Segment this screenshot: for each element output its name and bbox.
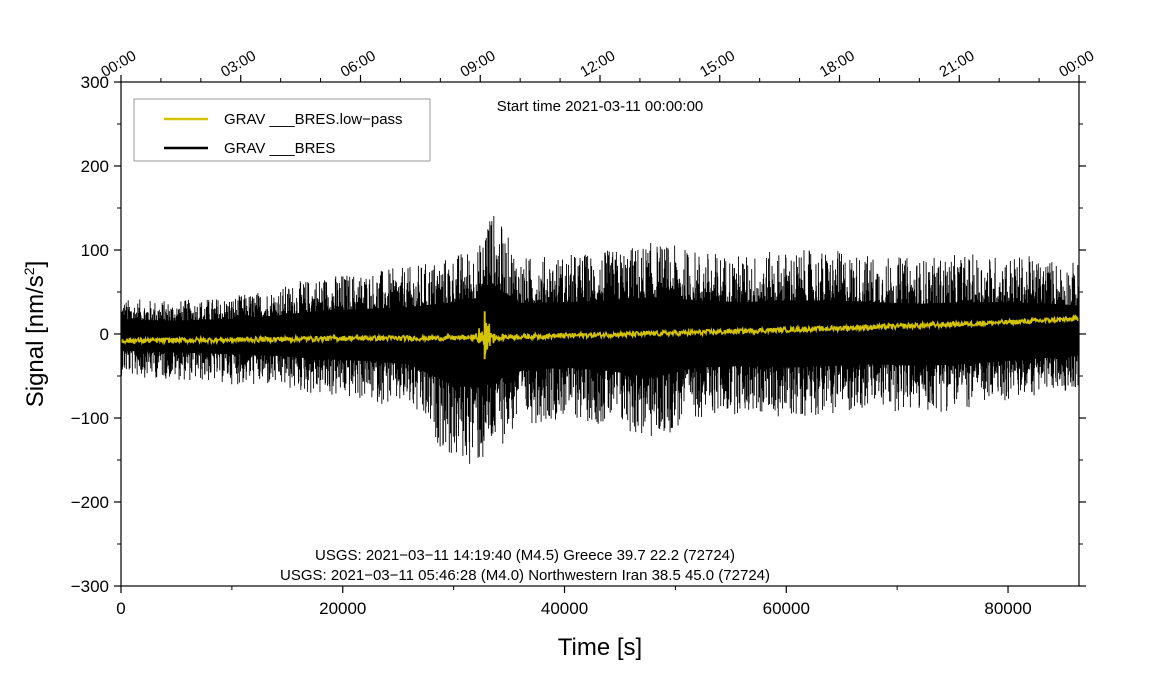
y-tick-label: 0 (100, 325, 109, 344)
y-tick-label: 300 (81, 73, 109, 92)
top-tick-label: 18:00 (817, 47, 858, 80)
y-axis: 300 200 100 0 −100 −200 −300 (71, 73, 1086, 596)
y-axis-title-sup: 2 (21, 267, 37, 275)
legend-label-raw: GRAV ___BRES (224, 140, 335, 157)
top-tick-label: 21:00 (936, 47, 977, 80)
legend: GRAV ___BRES.low−pass GRAV ___BRES (133, 98, 431, 162)
annotation-event-2: USGS: 2021−03−11 05:46:28 (M4.0) Northwe… (280, 567, 770, 584)
top-tick-label: 15:00 (697, 47, 738, 80)
annotation-event-1: USGS: 2021−03−11 14:19:40 (M4.5) Greece … (315, 547, 735, 564)
x-tick-label: 40000 (541, 599, 588, 618)
top-tick-label: 09:00 (457, 47, 498, 80)
x-tick-label: 60000 (763, 599, 810, 618)
signal-series-lowpass (121, 311, 1079, 360)
x-axis: 0 20000 40000 60000 80000 (116, 586, 1032, 618)
x-tick-label: 0 (116, 599, 125, 618)
y-tick-label: −300 (71, 577, 109, 596)
top-time-axis: 00:00 03:00 06:00 09:00 12:00 15:00 18:00 21:00… (98, 47, 1097, 82)
y-tick-label: 100 (81, 241, 109, 260)
top-tick-label: 12:00 (577, 47, 618, 80)
y-axis-title-main: Signal [nm/s (22, 275, 49, 407)
x-tick-label: 20000 (319, 599, 366, 618)
y-axis-title: Signal [nm/s2] (21, 261, 49, 408)
series-lowpass-path (121, 313, 1079, 355)
top-tick-label: 00:00 (1056, 47, 1097, 80)
top-tick-label: 03:00 (218, 47, 259, 80)
legend-label-lowpass: GRAV ___BRES.low−pass (224, 111, 403, 128)
x-axis-title: Time [s] (558, 634, 642, 661)
top-tick-label: 00:00 (98, 47, 139, 80)
x-tick-label: 80000 (984, 599, 1031, 618)
y-axis-title-end: ] (22, 261, 49, 268)
legend-box (133, 98, 431, 162)
y-tick-label: −200 (71, 493, 109, 512)
chart-title: Start time 2021-03-11 00:00:00 (497, 98, 704, 115)
top-tick-label: 06:00 (338, 47, 379, 80)
y-tick-label: −100 (71, 409, 109, 428)
y-tick-label: 200 (81, 157, 109, 176)
